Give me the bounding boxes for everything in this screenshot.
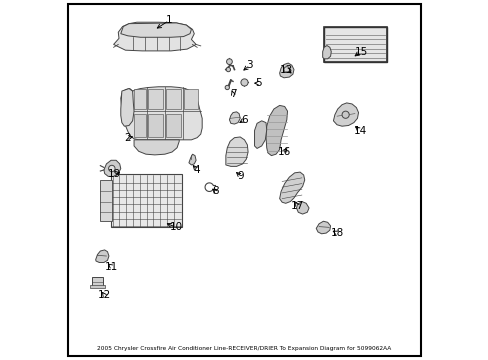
Circle shape <box>108 165 115 172</box>
Text: 10: 10 <box>169 222 183 232</box>
Polygon shape <box>188 154 196 165</box>
Text: 16: 16 <box>277 147 290 157</box>
Bar <box>134 114 145 137</box>
Polygon shape <box>113 22 196 51</box>
Bar <box>134 89 145 109</box>
Circle shape <box>341 111 348 118</box>
Bar <box>165 89 181 109</box>
Text: 4: 4 <box>193 165 200 175</box>
Bar <box>100 180 112 221</box>
Text: 9: 9 <box>237 171 244 181</box>
Polygon shape <box>121 89 134 126</box>
Bar <box>324 27 386 62</box>
Polygon shape <box>333 103 358 126</box>
Bar <box>111 174 182 227</box>
Text: 12: 12 <box>98 291 111 301</box>
Text: 5: 5 <box>255 78 262 88</box>
Text: 19: 19 <box>108 168 121 179</box>
Bar <box>92 277 102 286</box>
Bar <box>165 114 181 137</box>
Text: 11: 11 <box>105 262 118 272</box>
Text: 15: 15 <box>354 46 367 57</box>
Bar <box>90 285 104 288</box>
Polygon shape <box>229 112 240 124</box>
Text: 13: 13 <box>280 64 293 75</box>
Polygon shape <box>104 160 121 176</box>
Circle shape <box>226 59 232 64</box>
Polygon shape <box>279 63 293 78</box>
Bar <box>147 89 163 109</box>
Circle shape <box>284 67 289 72</box>
Polygon shape <box>254 121 266 148</box>
Bar <box>324 27 386 62</box>
Text: 3: 3 <box>246 60 253 70</box>
Polygon shape <box>279 172 304 203</box>
Polygon shape <box>322 45 330 59</box>
Text: 2: 2 <box>124 133 131 143</box>
Text: 17: 17 <box>290 201 304 211</box>
Polygon shape <box>134 140 179 155</box>
Text: 7: 7 <box>229 89 236 99</box>
Circle shape <box>241 79 247 86</box>
Circle shape <box>226 67 230 72</box>
Text: 2005 Chrysler Crossfire Air Conditioner Line-RECEIVER/DRIER To Expansion Diagram: 2005 Chrysler Crossfire Air Conditioner … <box>97 346 391 351</box>
Text: 18: 18 <box>330 228 343 238</box>
Text: 1: 1 <box>165 15 172 26</box>
Polygon shape <box>296 202 308 214</box>
Circle shape <box>224 85 229 90</box>
Text: 14: 14 <box>353 126 366 135</box>
Text: 6: 6 <box>241 115 247 125</box>
Polygon shape <box>121 23 191 37</box>
Polygon shape <box>96 250 109 262</box>
Polygon shape <box>121 87 202 140</box>
Polygon shape <box>225 137 247 166</box>
Bar <box>147 114 163 137</box>
Text: 8: 8 <box>211 186 218 197</box>
Polygon shape <box>316 221 330 234</box>
Bar <box>183 89 198 109</box>
Polygon shape <box>265 105 287 156</box>
